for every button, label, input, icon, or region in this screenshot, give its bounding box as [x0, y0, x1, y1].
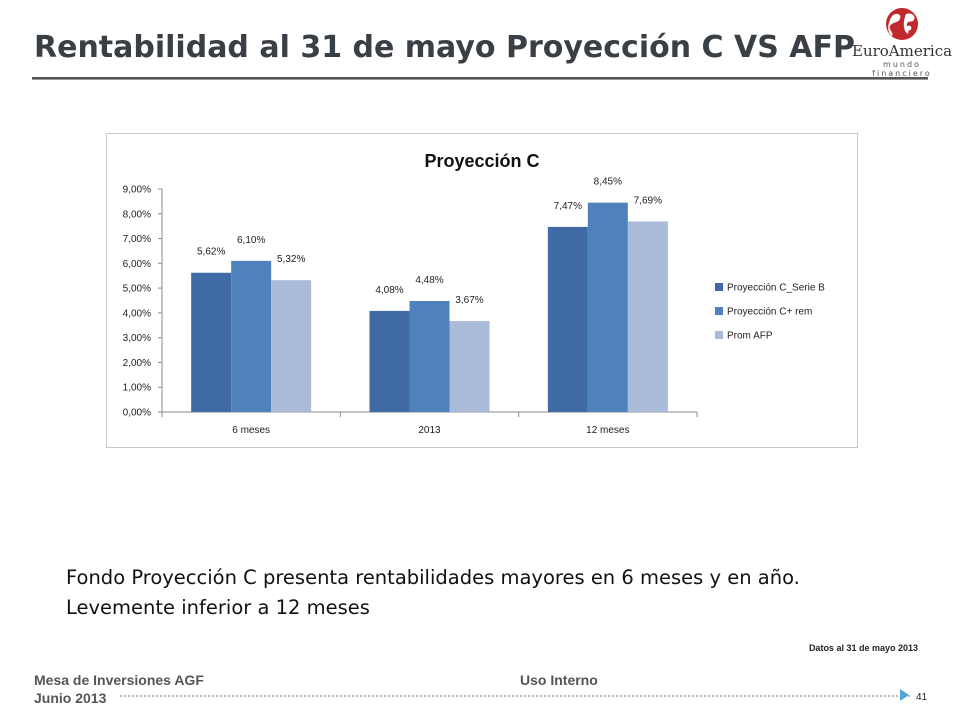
legend-label: Prom AFP [727, 331, 773, 342]
data-label: 4,48% [415, 275, 443, 286]
data-label: 7,69% [634, 195, 662, 206]
bar-chart: Proyección C 0,00% 1,00% 2,00% 3,00% 4,00% 5,0… [123, 151, 826, 436]
x-tick-label: 2013 [418, 425, 441, 436]
bar [627, 221, 668, 412]
y-tick-label: 7,00% [123, 234, 151, 245]
globe-icon [886, 8, 918, 40]
footer-date: Junio 2013 [34, 690, 107, 706]
x-tick-label: 6 meses [232, 425, 270, 436]
y-tick-label: 6,00% [123, 259, 151, 270]
bar [409, 300, 450, 412]
y-tick-label: 4,00% [123, 308, 151, 319]
data-label: 8,45% [594, 177, 622, 188]
page-number: 41 [916, 692, 928, 703]
legend-swatch [715, 283, 723, 291]
legend-swatch [715, 331, 723, 339]
data-label: 4,08% [375, 285, 403, 296]
bar [191, 272, 232, 412]
bar [271, 280, 312, 412]
bar [231, 260, 272, 412]
footer-divider [120, 695, 910, 697]
x-tick-label: 12 meses [586, 425, 629, 436]
legend-label: Proyección C_Serie B [727, 283, 825, 294]
bar [449, 321, 490, 412]
data-label: 3,67% [455, 295, 483, 306]
y-tick-label: 9,00% [123, 185, 151, 196]
legend-swatch [715, 307, 723, 315]
y-tick-label: 0,00% [123, 408, 151, 419]
y-tick-label: 8,00% [123, 209, 151, 220]
footer-classification: Uso Interno [520, 672, 598, 688]
y-tick-label: 1,00% [123, 383, 151, 394]
data-label: 5,32% [277, 254, 305, 265]
data-label: 5,62% [197, 247, 225, 258]
bar [547, 226, 588, 412]
data-date-note: Datos al 31 de mayo 2013 [808, 643, 918, 653]
bar [587, 202, 628, 412]
logo-tagline: mundo financiero [872, 60, 932, 78]
data-label: 6,10% [237, 235, 265, 246]
bar [369, 310, 410, 412]
y-tick-label: 5,00% [123, 284, 151, 295]
y-tick-label: 2,00% [123, 358, 151, 369]
next-arrow-icon [900, 689, 909, 701]
logo-name: EuroAmerica [852, 42, 953, 60]
chart-container: Proyección C 0,00% 1,00% 2,00% 3,00% 4,00% 5,0… [106, 133, 858, 448]
company-logo: EuroAmerica mundo financiero [852, 6, 953, 78]
footer-department: Mesa de Inversiones AGF [34, 672, 204, 688]
title-divider [32, 77, 928, 80]
chart-title: Proyección C [424, 151, 539, 171]
body-text: Fondo Proyección C presenta rentabilidad… [66, 563, 926, 623]
body-line-1: Fondo Proyección C presenta rentabilidad… [66, 566, 800, 589]
data-label: 7,47% [554, 201, 582, 212]
legend-label: Proyección C+ rem [727, 307, 812, 318]
y-tick-label: 3,00% [123, 333, 151, 344]
page-title: Rentabilidad al 31 de mayo Proyección C … [34, 30, 855, 65]
body-line-2: Levemente inferior a 12 meses [66, 596, 370, 619]
